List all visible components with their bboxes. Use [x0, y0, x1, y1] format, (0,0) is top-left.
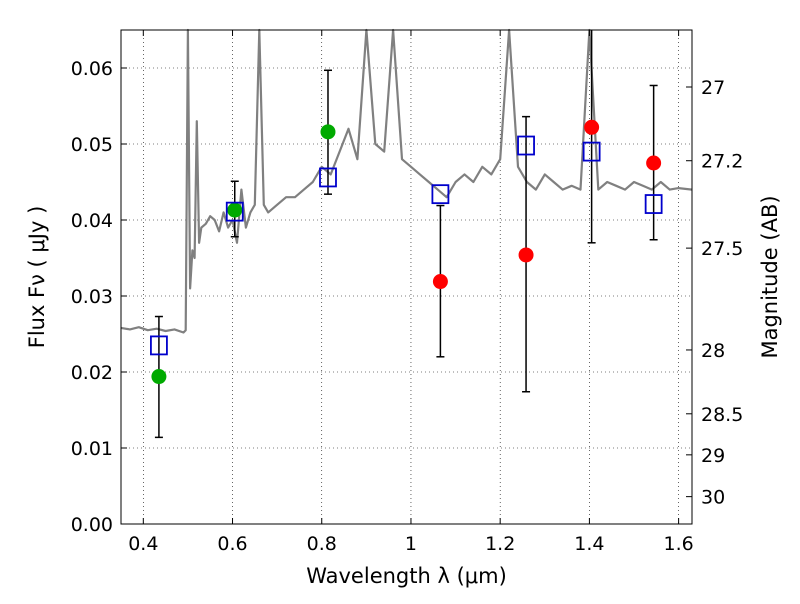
open-square-marker: [319, 167, 337, 188]
y-tick-label: 0.05: [71, 134, 113, 156]
x-tick-label: 0.8: [307, 533, 337, 555]
x-tick-label: 0.4: [128, 533, 158, 555]
y-tick-label: 0.04: [71, 210, 113, 232]
filled-circle-marker: [518, 247, 534, 263]
right-tick-label: 27.5: [701, 238, 743, 260]
filled-circle-marker: [646, 155, 662, 171]
plot-frame: [120, 29, 693, 525]
spectrum-layer: [120, 28, 693, 334]
grid: [121, 30, 692, 525]
x-tick-label: 0.6: [217, 533, 247, 555]
model-spectrum-line: [120, 28, 693, 334]
y-tick-label: 0.03: [71, 286, 113, 308]
filled-circle-marker: [432, 274, 448, 290]
right-tick-label: 27.2: [701, 151, 743, 173]
open-square-marker: [431, 184, 450, 205]
filled-circle-marker: [151, 369, 167, 385]
x-axis-label: Wavelength λ (μm): [306, 564, 507, 588]
open-square-marker: [517, 135, 535, 156]
filled-circle-marker: [227, 202, 243, 218]
y-axis-label: Flux Fν ( μJy ): [25, 206, 49, 349]
axis-ticks: 0.4 0.6 0.8 1 1.2 1.4 1.6 0.00 0.01 0.02 0.03 0.04 0…: [71, 30, 743, 555]
open-square-marker: [225, 201, 244, 222]
error-bars: [154, 30, 658, 439]
filled-circle-marker: [584, 119, 600, 135]
open-square-marker: [644, 194, 663, 214]
open-square-marker: [150, 335, 168, 356]
right-tick-label: 28: [701, 340, 725, 362]
y-tick-label: 0.02: [71, 362, 113, 384]
x-tick-label: 1.4: [574, 533, 604, 555]
open-square-marker: [582, 141, 601, 162]
right-tick-label: 27: [701, 77, 725, 99]
y-tick-label: 0.01: [71, 438, 113, 460]
y-tick-label: 0.06: [71, 58, 113, 80]
right-tick-label: 30: [701, 487, 725, 509]
right-tick-label: 28.5: [701, 404, 743, 426]
x-tick-label: 1.6: [664, 533, 694, 555]
x-tick-label: 1: [405, 533, 417, 555]
x-tick-label: 1.2: [485, 533, 515, 555]
filled-circle-marker: [320, 124, 336, 140]
right-axis-label: Magnitude (AB): [758, 195, 782, 358]
right-tick-label: 29: [701, 445, 725, 467]
data-markers: [150, 119, 663, 385]
y-tick-label: 0.00: [71, 514, 113, 536]
